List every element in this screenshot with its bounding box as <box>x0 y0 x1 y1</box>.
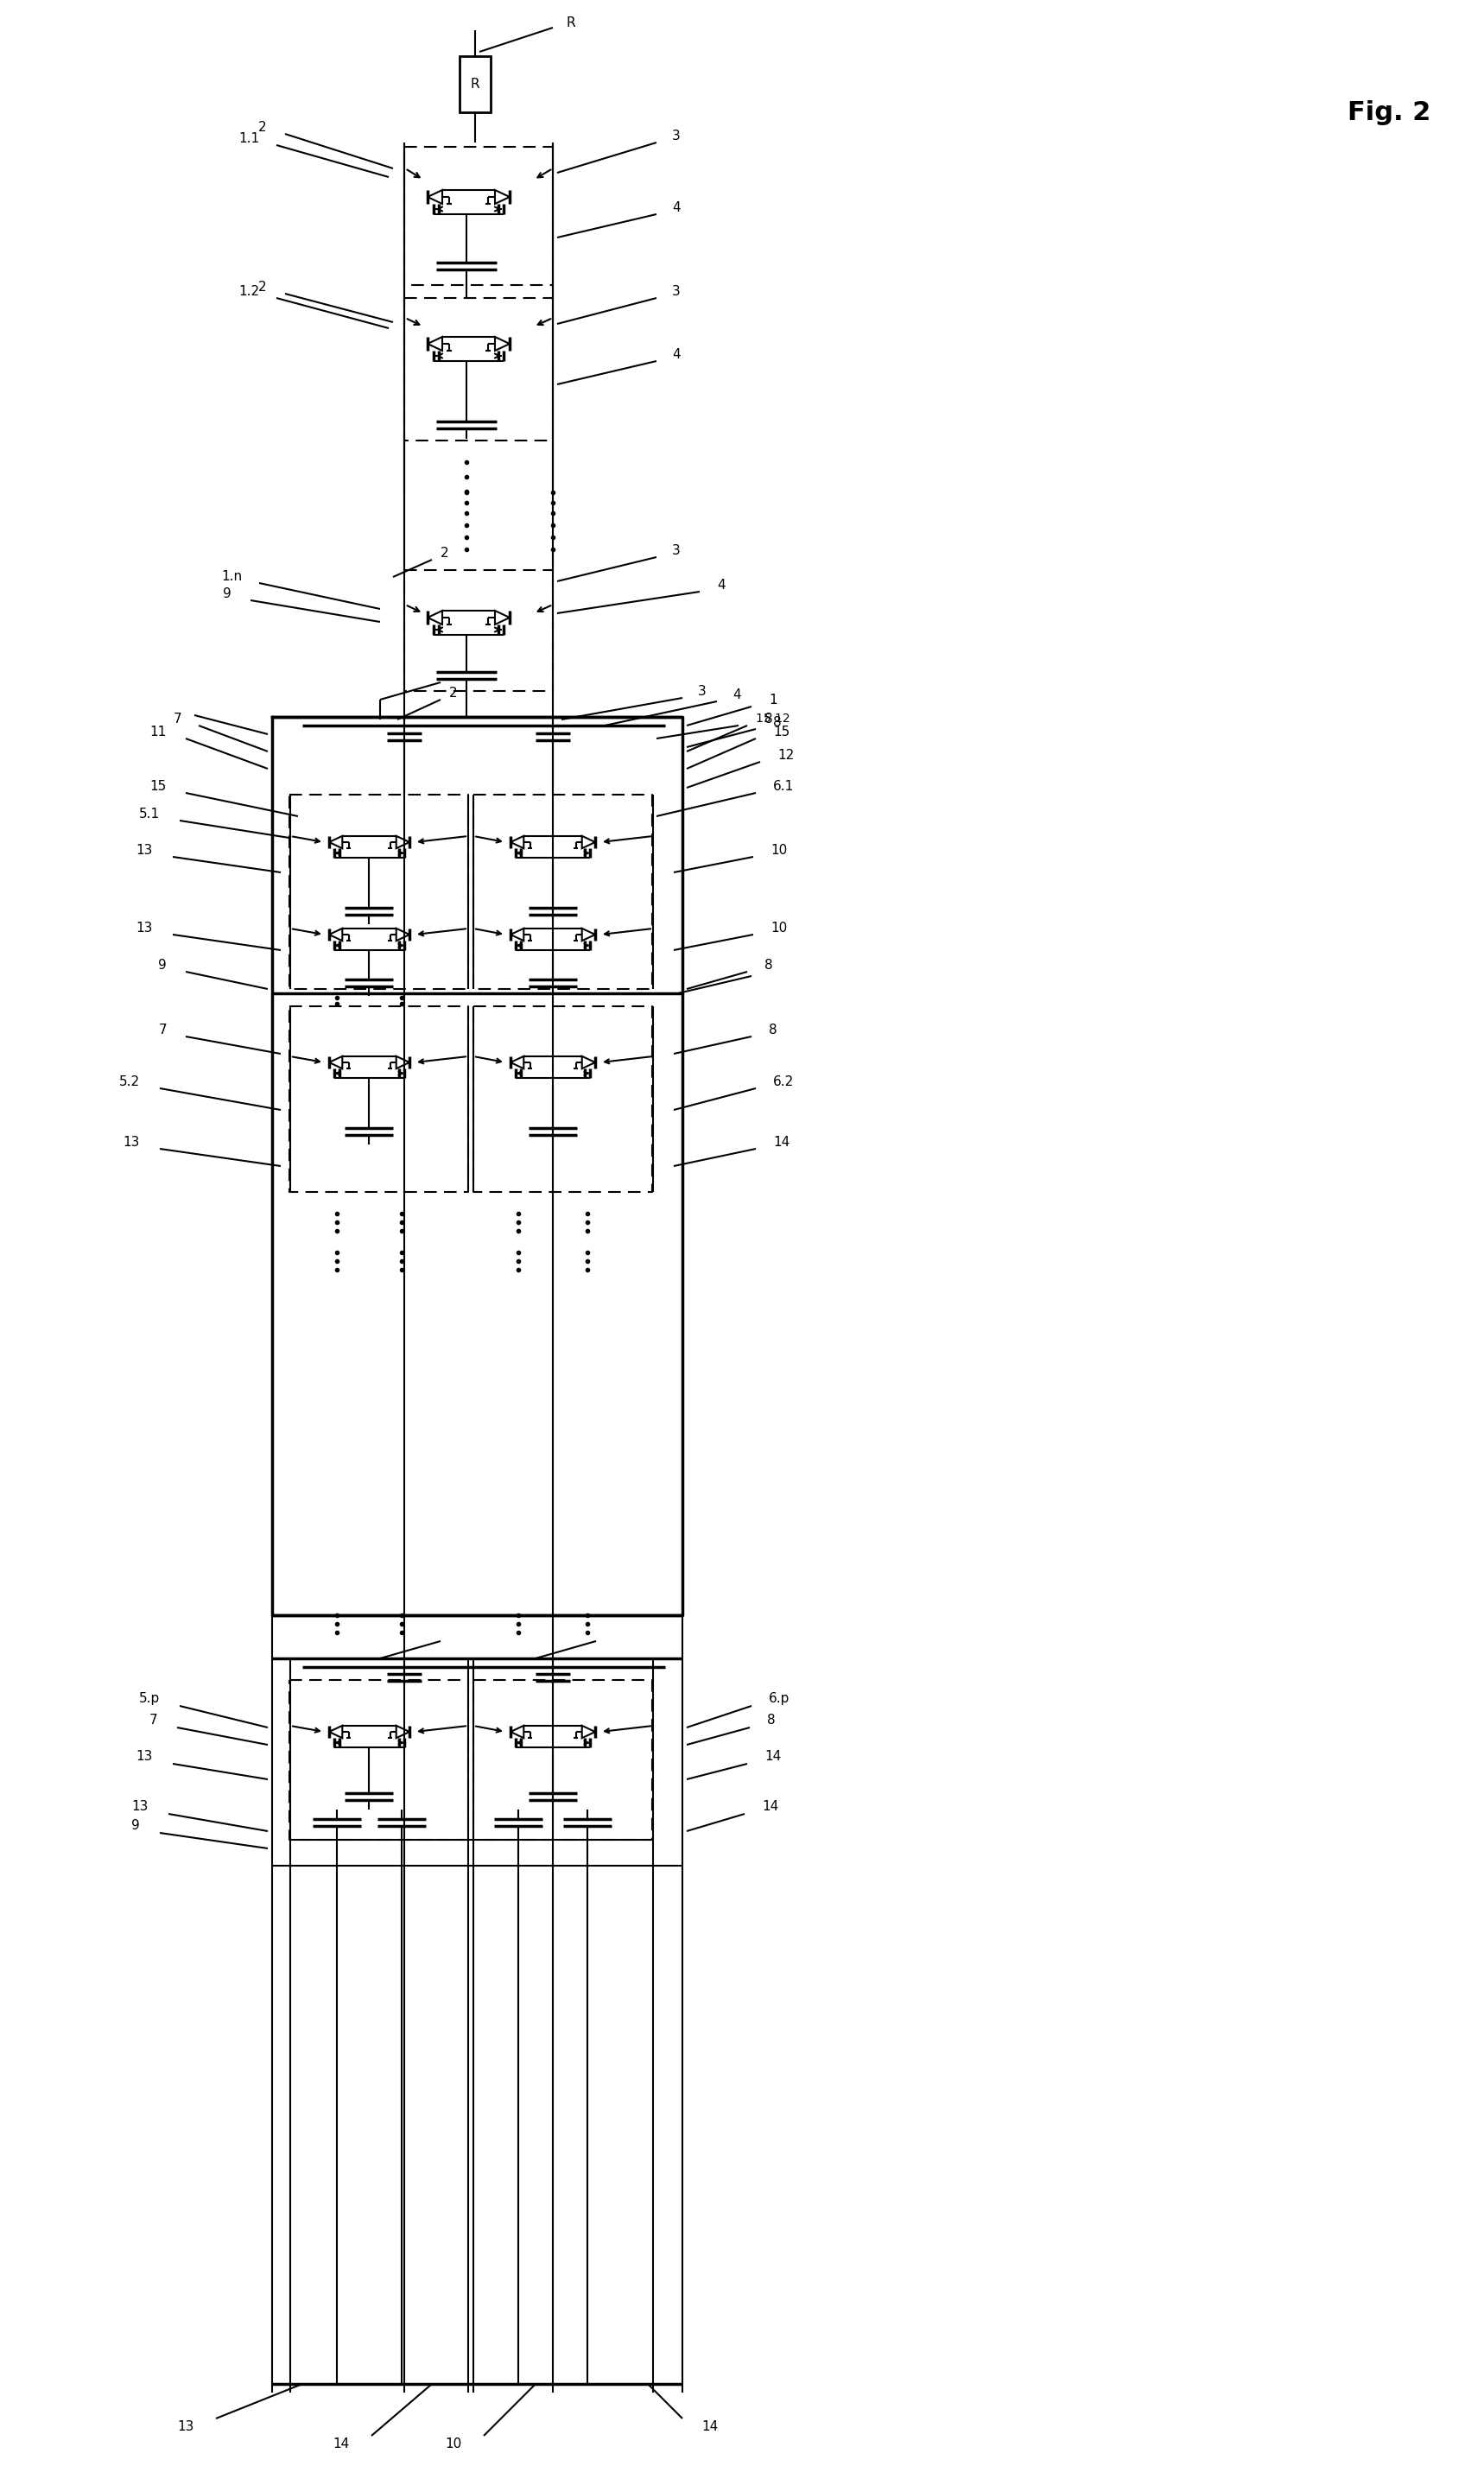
Text: 9: 9 <box>132 1819 139 1831</box>
Text: 14: 14 <box>764 1749 781 1764</box>
Text: 8: 8 <box>764 959 773 972</box>
Text: 13: 13 <box>132 1802 148 1814</box>
Text: 5.1: 5.1 <box>139 808 160 820</box>
Text: 9: 9 <box>159 959 166 972</box>
Text: 4: 4 <box>733 688 741 701</box>
Text: 13: 13 <box>137 922 153 934</box>
Text: 13: 13 <box>137 842 153 857</box>
Text: 2: 2 <box>258 119 266 134</box>
Text: 9: 9 <box>223 586 232 599</box>
Text: 10: 10 <box>770 922 787 934</box>
Text: 6.2: 6.2 <box>773 1076 794 1088</box>
Text: 8: 8 <box>769 1024 778 1036</box>
Text: 1.1: 1.1 <box>239 132 260 144</box>
Text: 5.2: 5.2 <box>119 1076 139 1088</box>
Text: 13: 13 <box>178 2420 194 2433</box>
Text: 1.2: 1.2 <box>239 286 260 298</box>
Text: 8: 8 <box>764 713 773 726</box>
Text: 7: 7 <box>148 1715 157 1727</box>
Text: 8: 8 <box>767 1715 775 1727</box>
Text: 2: 2 <box>450 686 457 698</box>
Text: R: R <box>565 15 574 30</box>
Text: 15: 15 <box>150 780 166 793</box>
Text: 13: 13 <box>123 1136 139 1148</box>
Text: 4: 4 <box>672 348 680 360</box>
Text: 1: 1 <box>769 693 778 706</box>
Text: 2: 2 <box>258 281 266 293</box>
Text: 6.1: 6.1 <box>773 780 794 793</box>
Text: R: R <box>470 77 479 89</box>
Text: 14: 14 <box>334 2438 350 2450</box>
Text: 15 12: 15 12 <box>755 713 789 726</box>
Text: 3: 3 <box>672 544 681 557</box>
Text: 7: 7 <box>174 713 181 726</box>
Text: 3: 3 <box>697 683 706 698</box>
Text: 2: 2 <box>441 547 448 559</box>
Text: 4: 4 <box>717 579 726 591</box>
Text: 14: 14 <box>773 1136 789 1148</box>
Text: 13: 13 <box>137 1749 153 1764</box>
Text: 6.p: 6.p <box>769 1692 789 1705</box>
Text: 1.n: 1.n <box>221 569 242 581</box>
Text: 8: 8 <box>773 716 782 728</box>
Text: 15: 15 <box>773 726 789 738</box>
Text: 11: 11 <box>150 726 166 738</box>
Text: 3: 3 <box>672 286 681 298</box>
Text: 10: 10 <box>445 2438 462 2450</box>
Text: 14: 14 <box>761 1802 779 1814</box>
Text: 14: 14 <box>702 2420 718 2433</box>
Text: 10: 10 <box>770 842 787 857</box>
Text: 5.p: 5.p <box>139 1692 160 1705</box>
Text: 3: 3 <box>672 129 681 142</box>
Text: 12: 12 <box>778 748 794 760</box>
Text: 4: 4 <box>672 201 680 214</box>
Text: 7: 7 <box>159 1024 166 1036</box>
Text: Fig. 2: Fig. 2 <box>1347 99 1431 124</box>
FancyBboxPatch shape <box>460 57 491 112</box>
